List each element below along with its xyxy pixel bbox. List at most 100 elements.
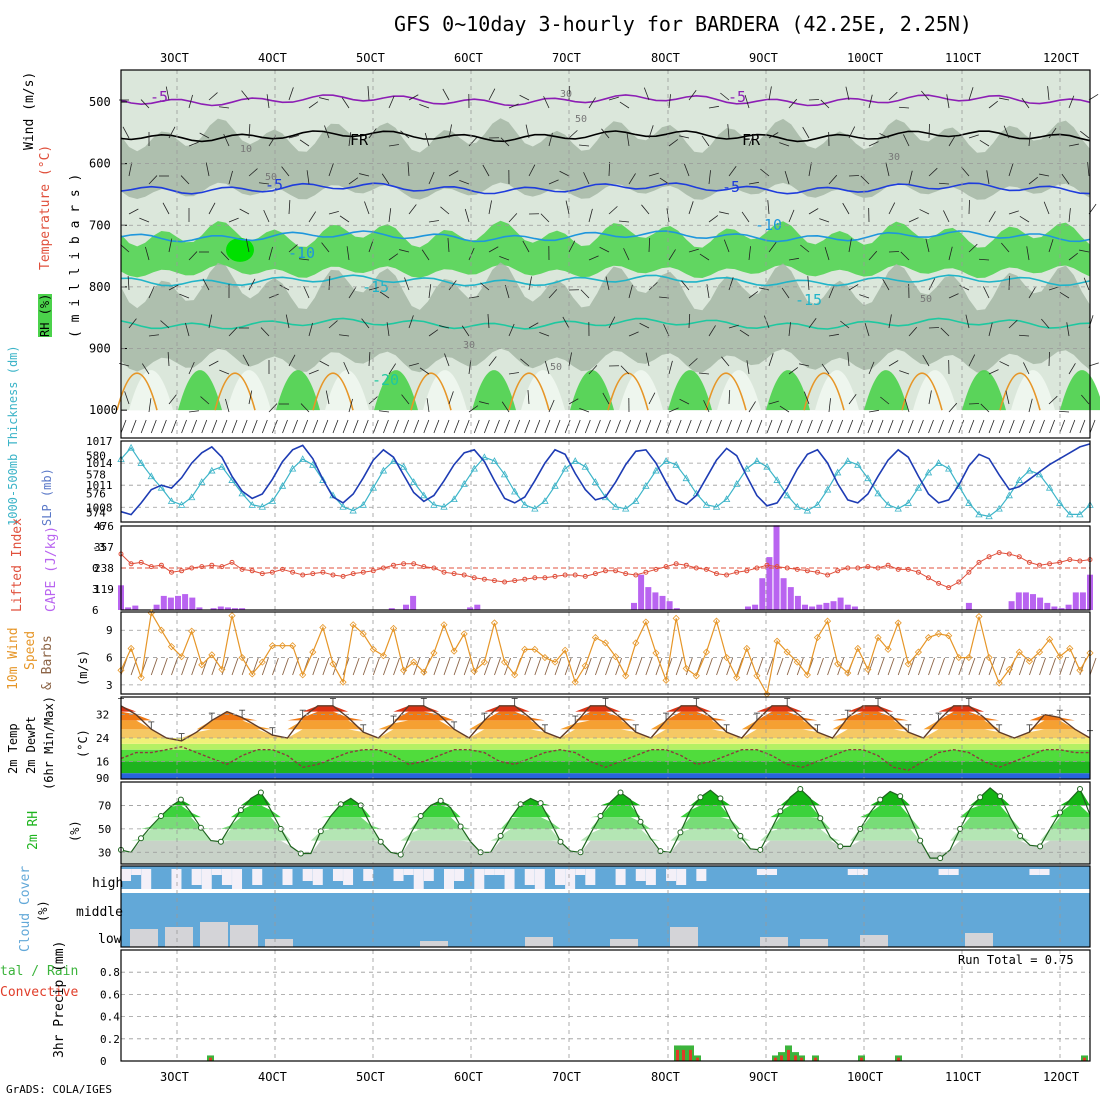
upper-wind-barb bbox=[1019, 215, 1030, 223]
thickness-point bbox=[934, 459, 943, 466]
wind-speed-point bbox=[470, 667, 478, 675]
cape-bar bbox=[666, 601, 673, 610]
upper-wind-barb bbox=[763, 315, 770, 329]
upper-wind-barb bbox=[500, 137, 510, 147]
upper-wind-barb bbox=[921, 90, 930, 101]
wind-barb bbox=[917, 657, 925, 676]
wind-speed-point bbox=[945, 632, 953, 640]
wind-speed-point bbox=[1046, 635, 1054, 643]
upper-wind-barb bbox=[448, 280, 457, 291]
lifted-index-point bbox=[300, 572, 306, 578]
thickness-frame bbox=[120, 440, 1091, 523]
wind-speed-point bbox=[490, 619, 499, 627]
upper-wind-barb bbox=[565, 200, 570, 215]
thickness-point bbox=[955, 481, 963, 489]
thickness-point bbox=[571, 457, 579, 464]
upper-wind-barb bbox=[568, 352, 572, 367]
cape-bar bbox=[809, 606, 816, 610]
wind-barb bbox=[1069, 657, 1077, 676]
upper-wind-barb bbox=[583, 172, 590, 185]
upper-wind-barb bbox=[868, 94, 873, 109]
contour-warm-arc-8 bbox=[901, 372, 943, 411]
wind-speed-line bbox=[120, 611, 1091, 696]
cloud-high-gap bbox=[444, 869, 454, 889]
surface-level-barb bbox=[524, 419, 531, 434]
upper-wind-barb bbox=[828, 398, 831, 413]
cape-bar bbox=[645, 587, 652, 610]
cape-bar bbox=[160, 595, 167, 610]
upper-wind-barb bbox=[468, 247, 475, 261]
precip-conv-bar-3 bbox=[689, 1049, 692, 1061]
cape-bar bbox=[1065, 604, 1072, 610]
wind-speed-point bbox=[874, 633, 882, 642]
cape-bar bbox=[802, 604, 808, 610]
upper-wind-barb bbox=[359, 173, 370, 177]
upper-wind-barb bbox=[703, 400, 710, 413]
wind-speed-point bbox=[834, 660, 842, 668]
surface-level-barb bbox=[574, 419, 581, 434]
upper-wind-barb bbox=[879, 133, 890, 139]
wind-barb bbox=[1089, 657, 1097, 676]
upper-wind-barb bbox=[658, 296, 670, 299]
rh2m-point bbox=[1037, 843, 1044, 850]
thickness-point bbox=[450, 495, 458, 503]
wind-barb bbox=[968, 657, 976, 676]
cloud-high-gap bbox=[948, 869, 959, 875]
lifted-index-point bbox=[512, 578, 518, 584]
wind-speed-point bbox=[823, 617, 832, 625]
precip-conv-bar-5 bbox=[774, 1057, 777, 1061]
lifted-index-point bbox=[532, 575, 538, 581]
cloud-high-gap bbox=[201, 869, 212, 889]
wind-barb bbox=[544, 657, 552, 676]
upper-wind-barb bbox=[519, 94, 530, 101]
wind-barb bbox=[817, 657, 824, 676]
upper-wind-barb bbox=[1003, 125, 1010, 139]
cloud-high-gap bbox=[847, 869, 858, 875]
cloud-high-gap bbox=[484, 869, 495, 875]
cloud-high-gap bbox=[423, 869, 434, 881]
upper-wind-barb bbox=[200, 396, 210, 405]
thickness-point bbox=[177, 501, 186, 508]
wind-speed-point bbox=[672, 614, 680, 622]
thickness-point bbox=[531, 504, 539, 512]
wind-speed-point bbox=[339, 678, 347, 686]
rh-plume-15 bbox=[864, 370, 908, 411]
wind-barb bbox=[635, 657, 643, 676]
upper-wind-barb bbox=[588, 255, 599, 261]
slp-tick-1017: 1017 bbox=[86, 435, 113, 448]
rh2m-point bbox=[1077, 786, 1083, 792]
upper-wind-barb bbox=[723, 239, 730, 253]
wind-speed-point bbox=[309, 648, 317, 656]
run-total-text: Run Total = 0.75 bbox=[958, 953, 1074, 967]
cloud-high-gap bbox=[615, 869, 626, 885]
upper-wind-barb bbox=[364, 201, 370, 215]
surface-level-barb bbox=[494, 419, 500, 434]
surface-level-barb bbox=[342, 419, 349, 434]
wind-barb bbox=[383, 657, 390, 676]
slp-tick-1011: 1011 bbox=[86, 479, 113, 492]
lifted-index-point bbox=[360, 569, 366, 575]
thickness-point bbox=[1015, 476, 1024, 483]
lifted-index-tick--6: -6 bbox=[92, 520, 105, 533]
surface-level-barb bbox=[443, 419, 450, 434]
lifted-index-point bbox=[986, 554, 992, 560]
lifted-index-point bbox=[764, 562, 770, 568]
surface-level-barb bbox=[665, 419, 672, 434]
upper-wind-barb bbox=[499, 256, 510, 261]
surface-level-barb bbox=[726, 419, 732, 434]
slp-line bbox=[120, 443, 1091, 516]
upper-wind-barb bbox=[608, 162, 611, 177]
wind-barb bbox=[443, 657, 451, 676]
thickness-point bbox=[662, 457, 670, 464]
upper-wind-barb bbox=[308, 322, 313, 337]
thickness-point bbox=[702, 501, 711, 508]
upper-wind-barb bbox=[708, 170, 711, 185]
upper-wind-barb bbox=[339, 215, 350, 223]
upper-wind-barb bbox=[643, 87, 650, 101]
upper-wind-barb bbox=[1028, 132, 1031, 147]
upper-wind-barb bbox=[919, 209, 930, 215]
lifted-index-point bbox=[320, 569, 326, 575]
cloud-high-gap bbox=[454, 869, 465, 881]
upper-wind-barb bbox=[1087, 162, 1090, 177]
upper-wind-barb bbox=[228, 217, 239, 223]
